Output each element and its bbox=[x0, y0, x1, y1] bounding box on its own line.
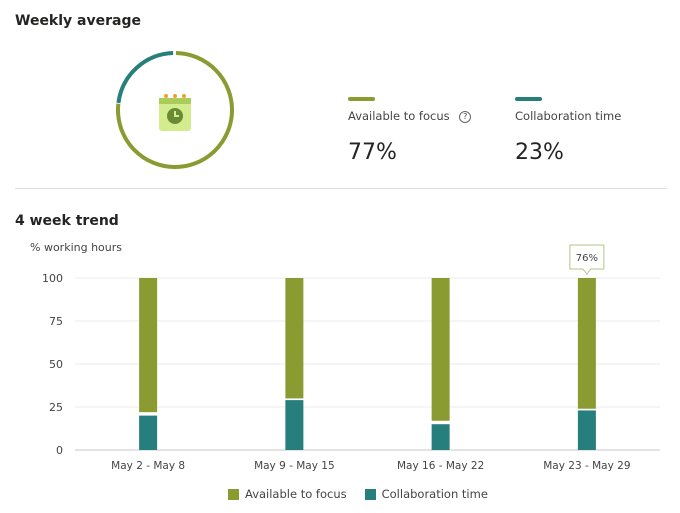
bar-focus bbox=[431, 278, 450, 421]
x-tick-label: May 2 - May 8 bbox=[111, 460, 185, 472]
y-axis-label: % working hours bbox=[30, 241, 123, 254]
y-tick-label: 50 bbox=[49, 358, 63, 371]
focus-swatch bbox=[348, 97, 375, 101]
collab-label: Collaboration time bbox=[515, 109, 622, 123]
trend-chart: 0 25 50 75 100 May 2 - May 8 May 9 - May 15 May… bbox=[42, 244, 660, 472]
trend-title: 4 week trend bbox=[15, 213, 119, 229]
bar-collab bbox=[139, 415, 158, 450]
legend: Available to focus Collaboration time bbox=[228, 487, 488, 501]
collab-swatch bbox=[515, 97, 542, 101]
bar-focus bbox=[285, 278, 304, 399]
y-tick-label: 25 bbox=[49, 401, 63, 414]
y-tick-label: 75 bbox=[49, 315, 63, 328]
bar-focus bbox=[139, 278, 158, 413]
y-tick-label: 100 bbox=[42, 272, 63, 285]
legend-focus-swatch bbox=[228, 488, 239, 500]
bar-collab bbox=[577, 410, 596, 450]
bar-collab bbox=[431, 424, 450, 450]
tooltip-text: 76% bbox=[576, 253, 598, 264]
tooltip-box bbox=[569, 244, 605, 275]
y-tick-label: 0 bbox=[56, 444, 63, 457]
legend-collab-swatch bbox=[364, 488, 376, 500]
weekly-donut bbox=[116, 50, 234, 169]
focus-label-text: Available to focus bbox=[348, 109, 450, 123]
legend-focus-label[interactable]: Available to focus bbox=[245, 487, 347, 501]
x-tick-label: May 9 - May 15 bbox=[254, 460, 335, 472]
focus-value: 77% bbox=[348, 140, 397, 165]
collab-value: 23% bbox=[515, 140, 564, 165]
calendar-clock-icon bbox=[159, 94, 191, 131]
x-tick-label: May 16 - May 22 bbox=[397, 460, 484, 472]
x-tick-label: May 23 - May 29 bbox=[543, 460, 630, 472]
legend-collab-label[interactable]: Collaboration time bbox=[381, 487, 488, 501]
question-circle-icon[interactable]: ? bbox=[459, 111, 472, 123]
divider bbox=[15, 188, 667, 189]
weekly-average-title: Weekly average bbox=[15, 13, 141, 29]
bar-collab bbox=[285, 400, 304, 450]
donut-collab-arc bbox=[116, 51, 234, 169]
bar-focus bbox=[577, 278, 596, 409]
focus-label: Available to focus ? bbox=[348, 109, 472, 123]
